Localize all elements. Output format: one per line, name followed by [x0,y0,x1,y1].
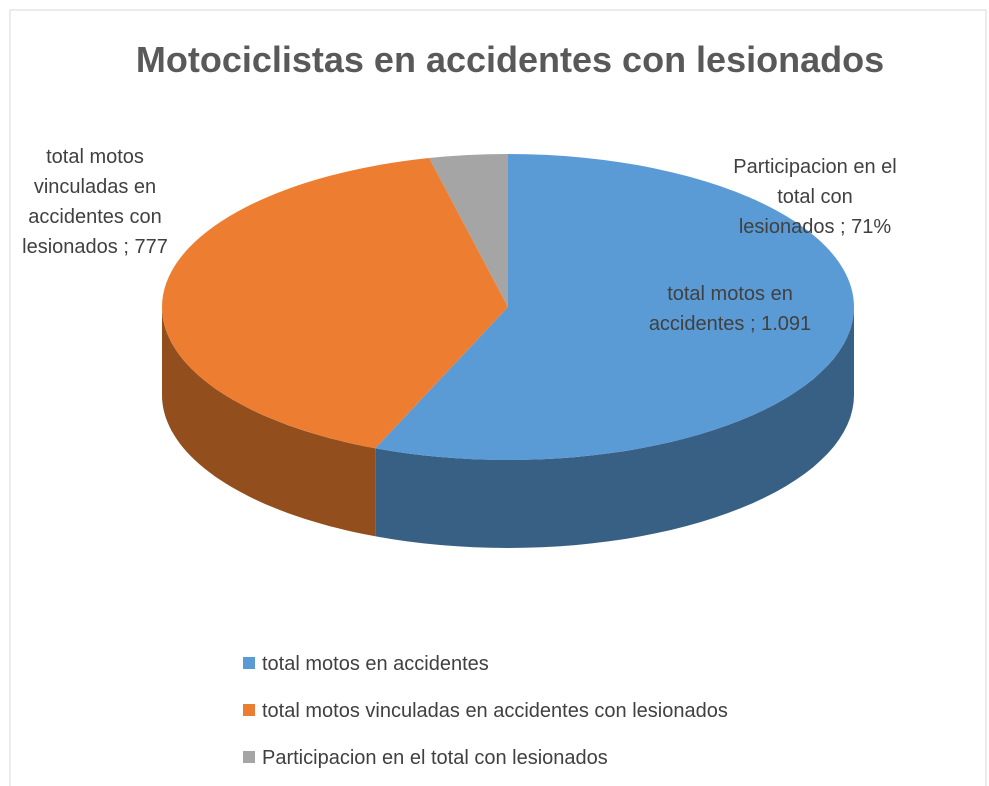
legend-label: total motos en accidentes [262,653,489,675]
data-label-line: lesionados [22,236,118,258]
legend-label: total motos vinculadas en accidentes con… [262,700,728,722]
data-label: total motos vinculadas en accidentes con le… [22,146,168,258]
legend-swatch [243,657,255,669]
slice [161,158,508,449]
data-label-value: 777 [134,236,167,258]
data-label-line: total motos [46,146,144,168]
data-label-line: accidentes con [28,206,161,228]
slice-side [162,307,376,537]
data-label-line: lesionados [739,216,835,238]
data-label-line: vinculadas en [34,176,156,198]
legend-swatch [243,751,255,763]
data-label-value: 1.091 [761,313,811,335]
data-label-line: accidentes [649,313,745,335]
slice [375,154,854,460]
data-label-separator: ; [834,216,851,238]
data-label-line: Participacion en el [733,156,896,178]
data-label: Participacion en el total con lesionados ;… [733,156,896,238]
slice [429,154,508,307]
data-label-separator: ; [744,313,761,335]
data-label-separator: ; [118,236,135,258]
data-label: total motos en accidentes ; 1.091 [649,283,811,335]
data-label-line: total con [777,186,853,208]
data-label-value: 71% [851,216,891,238]
legend-label: Participacion en el total con lesionados [262,747,608,769]
slice-side [375,307,854,548]
data-label-line: total motos en [667,283,793,305]
legend-swatch [243,704,255,716]
chart-title: Motociclistas en accidentes con lesionad… [136,39,884,80]
